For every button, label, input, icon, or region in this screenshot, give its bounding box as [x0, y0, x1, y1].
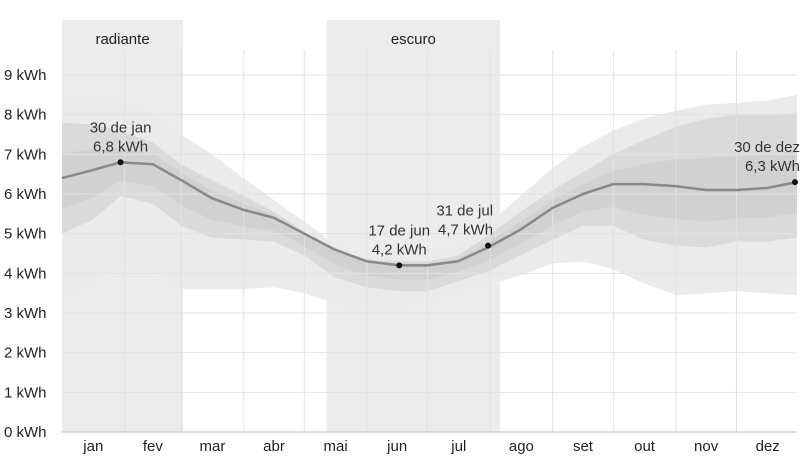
- annotation-value-3: 6,3 kWh: [745, 158, 800, 175]
- annotations: 30 de jan 6,8 kWh 17 de jun 4,2 kWh 31 de ju…: [90, 119, 800, 269]
- grid-lines: [62, 50, 797, 433]
- annotation-date-3: 30 de dez: [734, 139, 800, 156]
- season-shade-escuro: [326, 20, 501, 432]
- x-tick-label-nov: nov: [694, 438, 719, 455]
- mean-line: [61, 161, 798, 267]
- y-tick-label-0: 0 kWh: [4, 424, 47, 441]
- annotation-marker-0: [117, 159, 124, 166]
- annotation-marker-3: [791, 179, 798, 186]
- annotation-date-1: 17 de jun: [368, 222, 430, 239]
- y-tick-label-2: 2 kWh: [4, 345, 47, 362]
- x-tick-label-mar: mar: [200, 438, 226, 455]
- x-tick-label-jan: jan: [82, 438, 103, 455]
- x-tick-label-mai: mai: [324, 438, 348, 455]
- x-tick-label-abr: abr: [263, 438, 285, 455]
- x-tick-label-ago: ago: [509, 438, 534, 455]
- season-label-escuro: escuro: [391, 31, 436, 48]
- season-label-radiante: radiante: [95, 31, 149, 48]
- x-tick-label-dez: dez: [756, 438, 780, 455]
- y-tick-label-7: 7 kWh: [4, 146, 47, 163]
- x-tick-label-jun: jun: [386, 438, 407, 455]
- annotation-marker-1: [396, 262, 403, 269]
- y-axis: 0 kWh 1 kWh 2 kWh 3 kWh 4 kWh 5 kWh 6 kWh 7 kWh…: [4, 67, 47, 441]
- y-tick-label-1: 1 kWh: [4, 384, 47, 401]
- y-tick-label-9: 9 kWh: [4, 67, 47, 84]
- x-tick-label-set: set: [573, 438, 594, 455]
- y-tick-label-4: 4 kWh: [4, 265, 47, 282]
- annotation-marker-2: [485, 242, 492, 249]
- x-tick-label-out: out: [634, 438, 656, 455]
- y-tick-label-6: 6 kWh: [4, 186, 47, 203]
- y-tick-label-5: 5 kWh: [4, 226, 47, 243]
- y-tick-label-8: 8 kWh: [4, 107, 47, 124]
- x-tick-label-fev: fev: [143, 438, 164, 455]
- annotation-value-2: 4,7 kWh: [438, 222, 493, 239]
- y-tick-label-3: 3 kWh: [4, 305, 47, 322]
- x-axis: jan fev mar abr mai jun jul ago set out nov dez: [82, 438, 780, 455]
- annotation-date-2: 31 de jul: [436, 203, 493, 220]
- mean-line-group: [61, 161, 798, 267]
- annotation-date-0: 30 de jan: [90, 119, 152, 136]
- annotation-value-1: 4,2 kWh: [372, 241, 427, 258]
- x-tick-label-jul: jul: [450, 438, 466, 455]
- annotation-value-0: 6,8 kWh: [93, 138, 148, 155]
